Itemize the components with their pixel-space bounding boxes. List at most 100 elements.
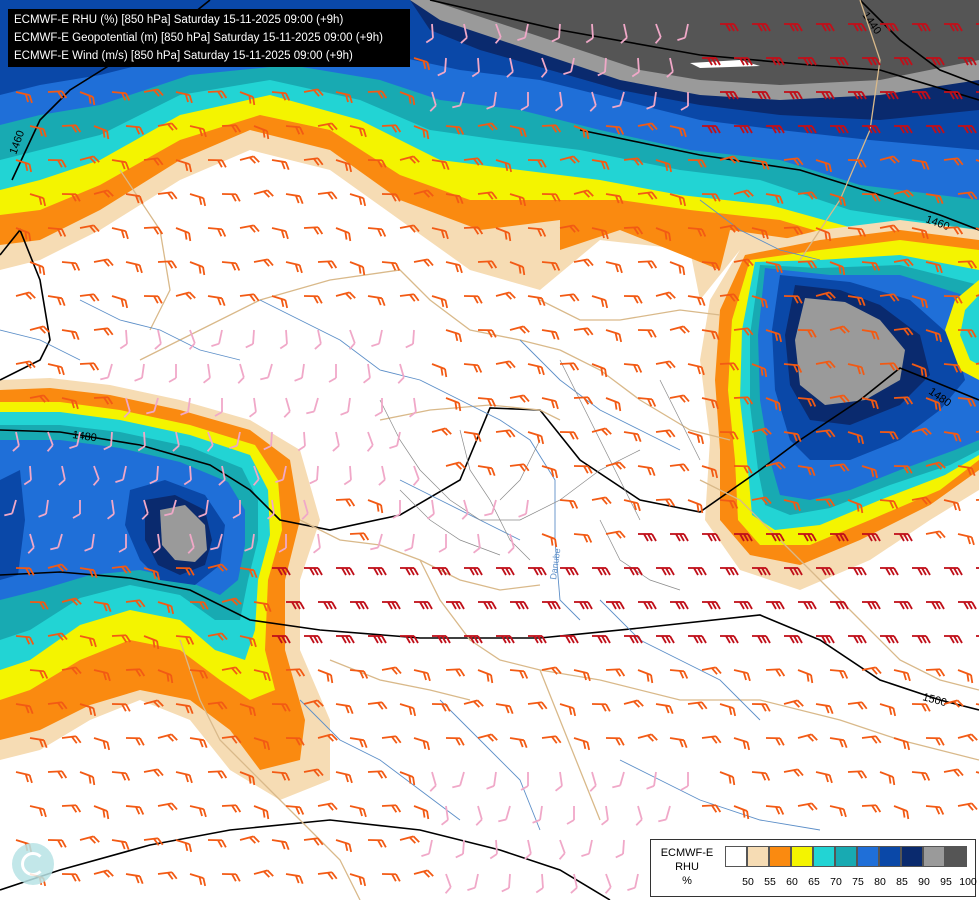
wind-barb	[38, 499, 49, 518]
wind-barb	[615, 839, 625, 859]
wind-barb	[501, 873, 511, 893]
wind-barb	[798, 57, 817, 66]
wind-barb	[229, 431, 241, 450]
wind-barb	[125, 261, 143, 274]
legend-tick: 65	[808, 876, 820, 888]
wind-barb	[560, 567, 579, 576]
wind-barb	[957, 669, 974, 684]
wind-barb	[399, 835, 420, 844]
wind-barb	[829, 394, 850, 403]
wind-barb	[61, 329, 80, 341]
wind-barb	[253, 125, 270, 140]
wind-barb	[214, 398, 223, 417]
wind-barb	[655, 360, 676, 369]
wind-barb	[164, 499, 177, 517]
wind-barb	[29, 737, 48, 749]
wind-barb	[528, 567, 547, 576]
wind-barb	[61, 873, 81, 882]
wind-barb	[605, 397, 622, 412]
wind-barb	[15, 771, 33, 784]
wind-barb	[79, 703, 97, 717]
wind-barb	[157, 733, 178, 742]
wind-barb	[524, 839, 532, 860]
wind-barb	[957, 191, 978, 200]
wind-barb	[783, 499, 801, 512]
wind-barb	[719, 293, 740, 302]
wind-barb	[751, 159, 770, 171]
wind-barb	[211, 329, 223, 348]
wind-barb	[271, 159, 290, 171]
wind-barb	[733, 258, 754, 267]
wind-barb	[637, 669, 654, 684]
wind-barb	[911, 703, 931, 712]
wind-barb	[445, 737, 465, 746]
wind-barb	[637, 465, 656, 477]
wind-barb	[29, 325, 50, 334]
wind-barb	[477, 122, 498, 131]
wind-barb	[349, 532, 370, 541]
wind-barb	[879, 224, 900, 233]
wind-barb	[188, 329, 196, 350]
wind-barb	[637, 260, 658, 269]
wind-barb	[541, 193, 561, 202]
wind-barb	[495, 429, 516, 438]
wind-barb	[848, 567, 867, 576]
wind-barb	[203, 363, 211, 384]
wind-barb	[797, 329, 817, 338]
wind-barb	[207, 770, 228, 779]
wind-barb	[207, 563, 228, 572]
wind-barb	[207, 839, 227, 848]
wind-barb	[79, 293, 100, 302]
wind-barb	[335, 91, 353, 104]
wind-barb	[317, 733, 338, 742]
wind-barb	[605, 668, 626, 677]
wind-barb	[253, 189, 274, 198]
wind-barb	[527, 295, 546, 307]
wind-barb	[143, 567, 161, 581]
wind-barb	[125, 125, 145, 135]
wind-barb	[154, 329, 162, 350]
wind-barb	[765, 261, 783, 274]
wind-barb	[765, 805, 785, 815]
wind-barb	[413, 669, 431, 682]
wind-barb	[317, 260, 338, 269]
wind-barb	[366, 431, 374, 452]
wind-barb	[797, 260, 818, 269]
wind-barb	[848, 23, 867, 32]
wind-barb	[460, 23, 468, 44]
wind-barb	[592, 635, 611, 644]
wind-barb	[669, 325, 690, 334]
wind-barb	[93, 869, 114, 878]
wind-barb	[559, 224, 580, 233]
wind-barb	[925, 530, 946, 539]
wind-barb	[816, 567, 835, 576]
wind-barb	[506, 57, 514, 78]
wind-barb	[367, 701, 388, 710]
wind-barb	[79, 155, 100, 164]
wind-barb	[623, 363, 643, 373]
wind-barb	[84, 533, 95, 552]
wind-barb	[893, 189, 914, 198]
wind-barb	[239, 567, 258, 579]
wind-barb	[207, 227, 227, 237]
wind-barb	[111, 159, 130, 171]
wind-barb	[143, 295, 163, 304]
wind-barb	[471, 57, 480, 78]
wind-barb	[702, 57, 721, 66]
wind-barb	[279, 329, 288, 350]
wind-barb	[911, 227, 929, 240]
wind-barb	[541, 397, 559, 410]
wind-barb	[751, 295, 769, 309]
wind-barb	[830, 57, 849, 66]
wind-barb	[702, 601, 721, 610]
wind-barb	[15, 360, 36, 369]
wind-barb	[374, 398, 383, 417]
wind-barb	[783, 295, 803, 304]
wind-barb	[925, 737, 945, 746]
wind-barb	[486, 771, 497, 790]
wind-barb	[637, 191, 658, 200]
wind-barb	[153, 533, 161, 554]
wind-barb	[285, 125, 305, 135]
wind-barb	[444, 873, 452, 894]
wind-barb	[294, 363, 305, 382]
